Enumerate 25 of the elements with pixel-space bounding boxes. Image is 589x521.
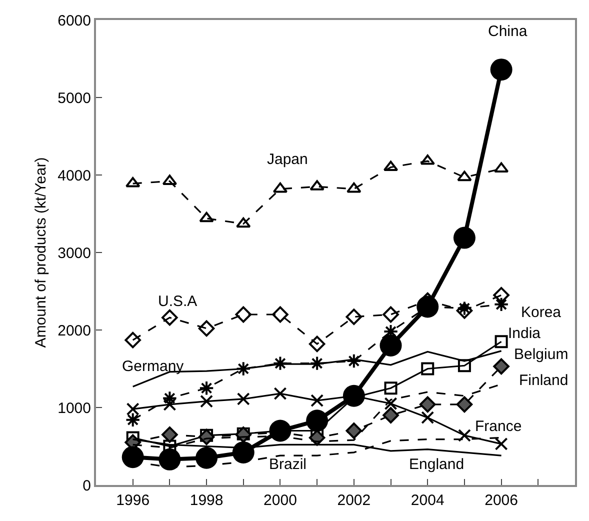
x-tick-label: 2002 [337, 492, 371, 509]
series-label: Belgium [514, 346, 568, 363]
series-label: China [488, 23, 528, 40]
series-label: India [508, 325, 542, 342]
y-tick-label: 5000 [58, 90, 91, 107]
x-tick-label: 1996 [116, 492, 150, 509]
y-tick-label: 3000 [58, 244, 91, 262]
x-tick-label: 1998 [190, 492, 224, 509]
series-label: U.S.A [158, 293, 198, 310]
y-tick-label: 4000 [58, 167, 91, 184]
x-tick-label: 2000 [264, 492, 297, 509]
series-label: Korea [521, 304, 562, 321]
series-label: Japan [267, 151, 308, 168]
series-label: England [409, 456, 464, 473]
y-tick-label: 0 [82, 477, 91, 494]
series-label: Finland [519, 372, 568, 389]
series-label: Brazil [269, 456, 307, 473]
x-tick-label: 2006 [484, 492, 518, 509]
y-axis-title: Amount of products (kt/Year) [32, 157, 50, 348]
y-tick-label: 1000 [58, 400, 91, 417]
series-label: Germany [122, 358, 184, 375]
series-label: France [475, 418, 522, 435]
y-tick-label: 6000 [58, 12, 91, 30]
y-tick-label: 2000 [58, 322, 91, 340]
x-tick-label: 2004 [410, 492, 444, 509]
